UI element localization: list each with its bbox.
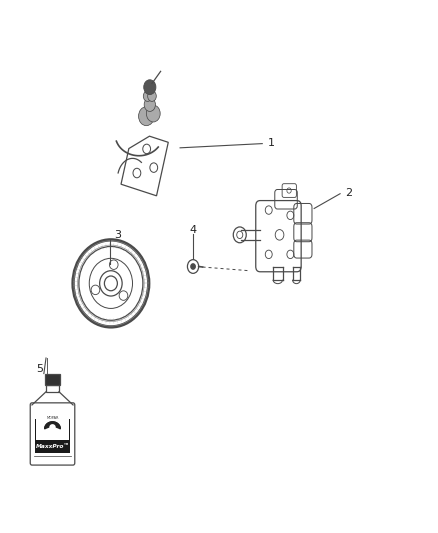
Bar: [46, 385, 59, 392]
Circle shape: [148, 91, 156, 101]
Text: 1: 1: [267, 138, 274, 148]
Circle shape: [138, 107, 154, 126]
Text: MaxxPro™: MaxxPro™: [35, 445, 70, 449]
Circle shape: [144, 80, 156, 94]
Circle shape: [144, 98, 155, 111]
Text: 3: 3: [114, 230, 121, 240]
Bar: [45, 374, 60, 385]
Polygon shape: [45, 422, 60, 429]
Circle shape: [191, 264, 195, 269]
Text: 4: 4: [190, 224, 197, 235]
Circle shape: [143, 91, 152, 101]
Bar: [36, 419, 69, 440]
Text: MOPAR: MOPAR: [46, 416, 59, 420]
Bar: [35, 413, 71, 454]
Text: 2: 2: [345, 188, 352, 198]
Text: 5: 5: [36, 365, 43, 374]
Circle shape: [146, 105, 160, 122]
Bar: [35, 413, 71, 419]
